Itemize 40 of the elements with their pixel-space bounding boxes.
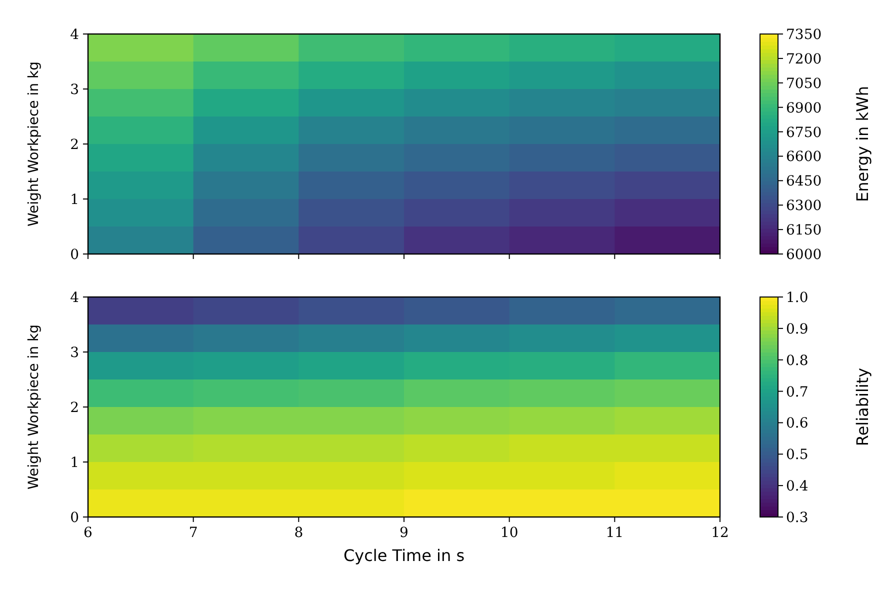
color-bar-label: 7350 [786, 27, 822, 43]
y-tick-label: 0 [70, 247, 79, 263]
y-tick-label: 4 [70, 27, 80, 43]
color-bar-label: 0.3 [786, 510, 808, 526]
y-tick-label: 2 [70, 137, 79, 153]
color-bar-label: 6750 [786, 124, 822, 141]
color-bar-label: 7200 [786, 51, 822, 68]
color-bar-label: 1.0 [786, 290, 808, 306]
color-bar-label: 7050 [786, 76, 822, 92]
color-bar-label: 0.9 [786, 321, 808, 338]
y-axis-title: Weight Workpiece in kg [26, 61, 42, 227]
y-tick-label: 3 [70, 82, 79, 98]
color-bar-label: 6600 [786, 149, 822, 166]
x-axis-title: Cycle Time in s [343, 546, 465, 565]
y-tick-label: 4 [70, 290, 80, 306]
x-tick-label: 9 [400, 525, 408, 541]
y-tick-label: 1 [70, 192, 79, 208]
y-tick-label: 2 [70, 400, 79, 416]
color-bar-label: 6450 [786, 174, 822, 190]
x-tick-label: 11 [606, 525, 624, 541]
y-tick-label: 3 [70, 345, 79, 361]
y-axis-title: Weight Workpiece in kg [26, 324, 42, 490]
y-tick-label: 0 [70, 510, 79, 526]
y-tick-label: 1 [70, 455, 79, 471]
x-tick-label: 8 [294, 525, 304, 541]
color-bar-label: 0.6 [786, 416, 808, 432]
x-tick-label: 10 [500, 525, 518, 541]
color-bar-label: 6300 [786, 198, 822, 214]
color-bar-label: 6000 [786, 247, 822, 263]
color-bar-label: 0.5 [786, 447, 808, 464]
x-tick-label: 12 [711, 525, 729, 541]
color-bar-label: 0.7 [786, 384, 808, 400]
color-bar-title: Energy in kWh [853, 86, 872, 202]
color-bar-label: 0.4 [786, 478, 808, 495]
x-tick-label: 6 [84, 525, 93, 541]
color-bar-label: 0.8 [786, 352, 808, 369]
color-bar-label: 6150 [786, 222, 822, 239]
color-bar-title: Reliability [853, 368, 872, 446]
color-bar-label: 6900 [786, 100, 822, 116]
x-tick-label: 7 [188, 525, 198, 541]
